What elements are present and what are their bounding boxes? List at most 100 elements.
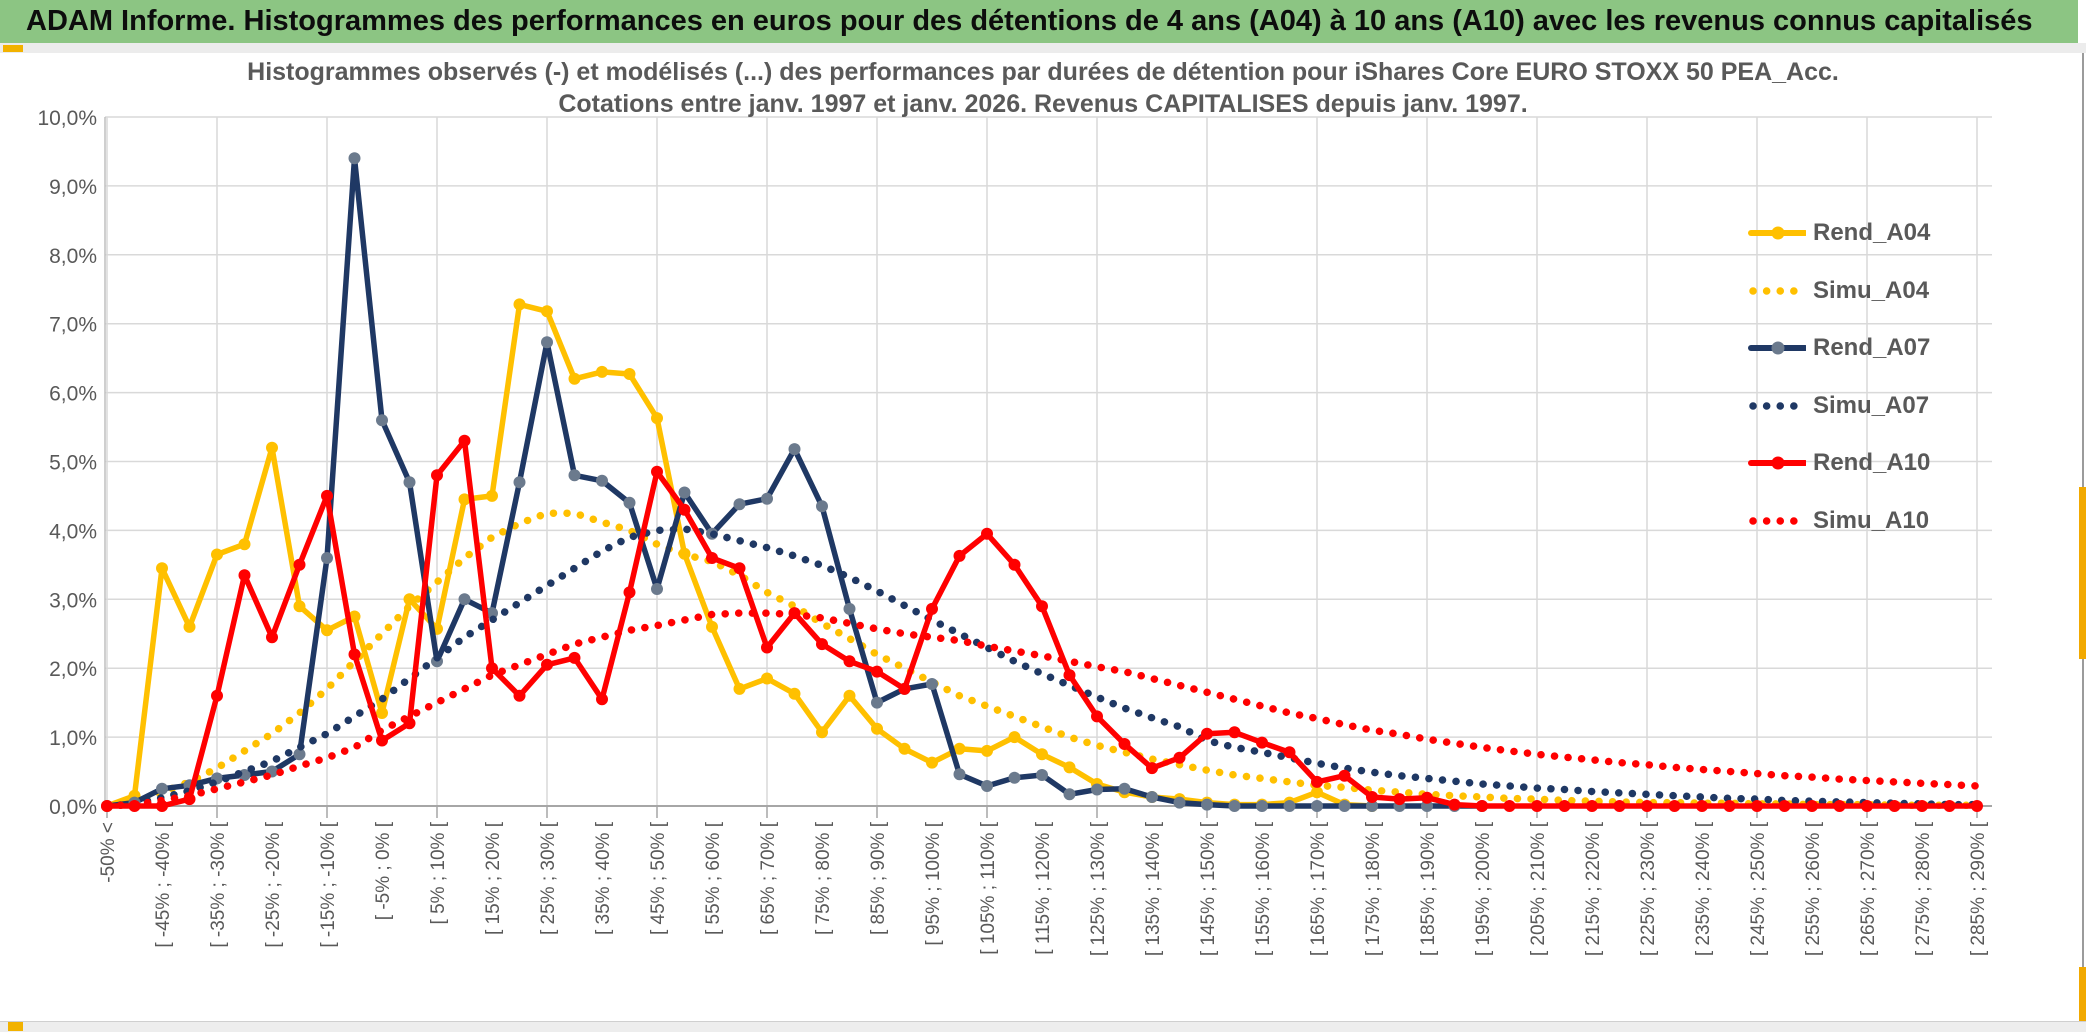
series-Rend_A10	[101, 434, 1983, 812]
data-point-marker	[321, 489, 333, 502]
x-tick-label: [ 235% ; 240% [	[1693, 821, 1714, 956]
data-point-marker	[926, 678, 938, 690]
right-edge-orange-mark-upper	[2079, 487, 2086, 659]
data-point-marker	[541, 305, 553, 318]
data-point-marker	[1861, 800, 1873, 812]
data-point-marker	[761, 492, 773, 505]
data-point-marker	[403, 476, 416, 489]
data-point-marker	[926, 756, 938, 769]
data-point-marker	[953, 742, 966, 755]
data-point-marker	[541, 658, 553, 671]
y-tick-label: 1,0%	[49, 727, 97, 750]
top-divider-strip	[0, 43, 2086, 53]
data-point-marker	[1146, 762, 1158, 775]
y-tick-label: 4,0%	[49, 520, 97, 543]
data-point-marker	[1118, 738, 1131, 750]
data-point-marker	[678, 503, 691, 516]
data-point-marker	[651, 465, 663, 478]
x-tick-label: [ -5% ; 0% [	[373, 821, 394, 920]
legend-swatch-dotted-line	[1749, 286, 1806, 295]
data-point-marker	[376, 734, 388, 747]
x-tick-label: [ -15% ; -10% [	[318, 821, 339, 947]
data-point-marker	[1806, 800, 1818, 812]
legend-item-Rend_A10: Rend_A10	[1748, 448, 1930, 478]
data-point-marker	[1036, 600, 1048, 613]
data-point-marker	[761, 672, 773, 685]
data-point-marker	[1833, 800, 1846, 812]
legend-label: Rend_A10	[1813, 449, 1931, 477]
data-point-marker	[458, 493, 471, 506]
x-tick-label: [ 135% ; 140% [	[1143, 821, 1164, 956]
data-point-marker	[623, 368, 636, 380]
data-point-marker	[898, 742, 911, 755]
right-edge-orange-mark-lower	[2079, 967, 2086, 1031]
x-tick-label: [ 205% ; 210% [	[1528, 821, 1549, 956]
data-point-marker	[1063, 788, 1076, 801]
legend-swatch-solid-line	[1748, 456, 1806, 470]
x-tick-label: [ 245% ; 250% [	[1748, 821, 1769, 956]
data-point-marker	[953, 768, 966, 781]
data-point-marker	[321, 624, 333, 637]
data-point-marker	[156, 562, 168, 575]
data-point-marker	[513, 476, 526, 489]
data-point-marker	[1283, 800, 1296, 812]
x-tick-label: [ 95% ; 100% [	[923, 821, 944, 945]
y-tick-label: 10,0%	[37, 107, 97, 130]
top-left-orange-mark	[3, 45, 23, 52]
data-point-marker	[816, 726, 828, 739]
data-point-marker	[1311, 786, 1323, 799]
data-point-marker	[513, 689, 526, 702]
data-point-marker	[321, 552, 333, 564]
data-point-marker	[1366, 800, 1378, 812]
data-point-marker	[183, 620, 196, 633]
series-Simu_A10	[103, 609, 1981, 810]
data-point-marker	[1476, 800, 1488, 812]
y-tick-label: 7,0%	[49, 314, 97, 337]
data-point-marker	[1228, 726, 1241, 739]
data-point-marker	[1036, 769, 1048, 781]
bottom-left-orange-mark	[8, 1022, 23, 1031]
y-tick-label: 9,0%	[49, 176, 97, 199]
data-point-marker	[816, 500, 828, 513]
legend-label: Rend_A04	[1813, 219, 1931, 246]
data-point-marker	[376, 414, 388, 427]
x-tick-label: [ 65% ; 70% [	[758, 821, 779, 935]
data-point-marker	[733, 498, 746, 511]
series-Simu_A04	[103, 509, 1981, 810]
x-tick-label: [ 35% ; 40% [	[593, 821, 614, 935]
x-tick-label: [ -25% ; -20% [	[263, 821, 284, 947]
x-tick-label: [ 55% ; 60% [	[703, 821, 724, 935]
data-point-marker	[211, 689, 223, 702]
data-point-marker	[1063, 669, 1076, 682]
data-point-marker	[843, 602, 856, 615]
data-point-marker	[1448, 798, 1461, 811]
x-tick-label: [ 225% ; 230% [	[1638, 821, 1659, 956]
series-Rend_A04	[101, 298, 1378, 812]
data-point-marker	[266, 631, 278, 644]
data-point-marker	[1558, 800, 1571, 812]
data-point-marker	[1146, 791, 1158, 803]
report-banner-title: ADAM Informe. Histogrammes des performan…	[0, 0, 2078, 43]
x-tick-label: [ 85% ; 90% [	[868, 821, 889, 935]
x-tick-label: [ 145% ; 150% [	[1198, 821, 1219, 956]
data-point-marker	[788, 687, 801, 700]
x-tick-label: [ 125% ; 130% [	[1088, 821, 1109, 956]
data-point-marker	[1311, 800, 1323, 812]
data-point-marker	[1036, 748, 1048, 761]
legend-swatch-dotted-line	[1749, 517, 1806, 525]
data-point-marker	[1228, 800, 1241, 812]
data-point-marker	[1338, 769, 1351, 782]
legend-item-Simu_A04: Simu_A04	[1748, 276, 1929, 306]
legend-label: Rend_A07	[1813, 334, 1931, 362]
data-point-marker	[596, 365, 608, 378]
data-point-marker	[678, 486, 691, 499]
data-point-marker	[1778, 800, 1791, 812]
x-tick-label: [ 285% ; 290% [	[1968, 821, 1989, 956]
data-point-marker	[816, 638, 828, 651]
x-tick-label: [ -45% ; -40% [	[153, 821, 174, 947]
y-tick-label: 3,0%	[49, 589, 97, 612]
data-point-marker	[458, 593, 471, 606]
data-point-marker	[871, 665, 883, 678]
x-tick-label: [ 115% ; 120% [	[1033, 821, 1054, 954]
data-point-marker	[348, 648, 361, 661]
